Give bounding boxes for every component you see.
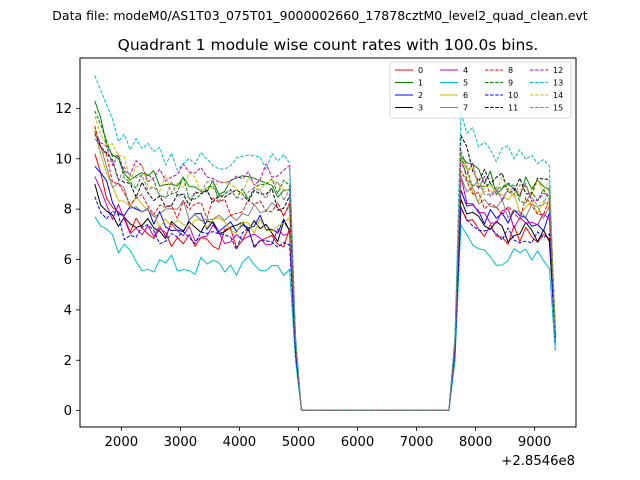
y-tick-label-0: 0: [64, 404, 72, 419]
chart-title: Quadrant 1 module wise count rates with …: [118, 36, 539, 54]
x-tick-label-6000: 6000: [341, 435, 375, 450]
legend-label-15: 15: [553, 104, 563, 113]
y-tick-label-2: 2: [64, 354, 72, 369]
x-tick-label-7000: 7000: [400, 435, 434, 450]
y-tick-label-10: 10: [55, 152, 72, 167]
legend-label-6: 6: [463, 91, 468, 100]
series-line-9: [94, 110, 556, 411]
suptitle: Data file: modeM0/AS1T03_075T01_90000026…: [52, 8, 587, 23]
plot-lines: [94, 75, 556, 411]
x-tick-label-8000: 8000: [459, 435, 493, 450]
x-tick-label-5000: 5000: [282, 435, 316, 450]
y-tick-label-8: 8: [64, 203, 72, 218]
series-line-15: [94, 130, 556, 411]
x-tick-label-4000: 4000: [223, 435, 257, 450]
legend-label-9: 9: [508, 79, 513, 88]
x-tick-label-2000: 2000: [105, 435, 139, 450]
y-tick-label-12: 12: [55, 102, 72, 117]
legend-label-1: 1: [418, 79, 423, 88]
legend-label-14: 14: [553, 91, 563, 100]
legend-label-3: 3: [418, 104, 423, 113]
legend-label-2: 2: [418, 91, 423, 100]
x-axis: 2000 3000 4000 5000 6000 7000 8000 9000: [105, 427, 552, 450]
y-axis: 0 2 4 6 8 10 12: [55, 102, 80, 419]
legend-label-11: 11: [508, 104, 518, 113]
y-tick-label-4: 4: [64, 303, 72, 318]
legend-label-5: 5: [463, 79, 468, 88]
legend-label-10: 10: [508, 91, 518, 100]
legend-label-7: 7: [463, 104, 468, 113]
legend-label-4: 4: [463, 66, 468, 75]
series-line-13: [94, 75, 556, 411]
legend-label-8: 8: [508, 66, 513, 75]
legend-label-12: 12: [553, 66, 563, 75]
x-offset-label: +2.8546e8: [501, 454, 575, 469]
x-tick-label-9000: 9000: [518, 435, 552, 450]
legend-label-13: 13: [553, 79, 563, 88]
x-tick-label-3000: 3000: [164, 435, 198, 450]
y-tick-label-6: 6: [64, 253, 72, 268]
series-line-11: [94, 133, 556, 411]
legend-box: [389, 61, 572, 119]
legend-label-0: 0: [418, 66, 423, 75]
axes-frame: [79, 57, 577, 428]
